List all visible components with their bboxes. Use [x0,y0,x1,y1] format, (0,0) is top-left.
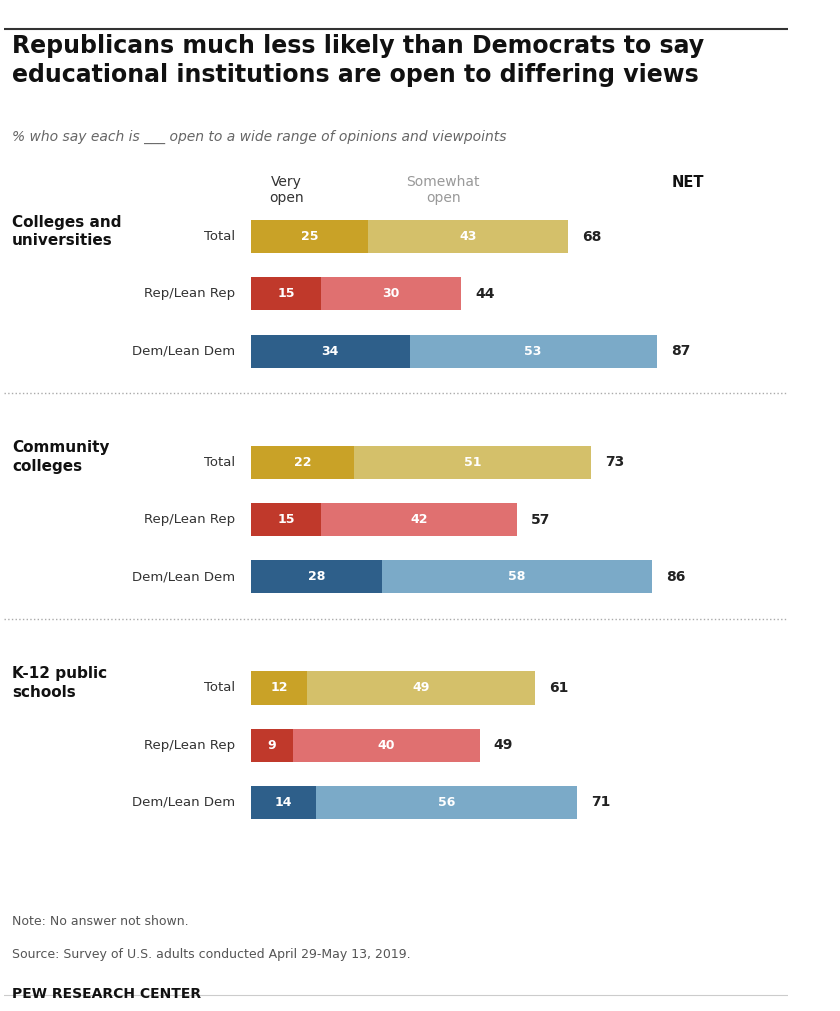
Bar [321,503,517,536]
Text: 15: 15 [277,513,295,526]
Text: Somewhat
open: Somewhat open [407,175,480,205]
Text: 28: 28 [307,570,325,583]
Text: 49: 49 [494,738,513,752]
Bar [317,786,577,819]
Text: 58: 58 [508,570,526,583]
Text: 15: 15 [277,287,295,300]
Bar [381,560,652,593]
Text: 9: 9 [268,739,276,751]
Text: 57: 57 [531,513,550,527]
Bar [321,277,461,310]
Text: 53: 53 [524,345,542,358]
Text: 34: 34 [322,345,339,358]
Text: 25: 25 [301,231,318,244]
Text: Total: Total [204,456,235,469]
Bar [251,786,317,819]
Text: Total: Total [204,681,235,695]
Text: Source: Survey of U.S. adults conducted April 29-May 13, 2019.: Source: Survey of U.S. adults conducted … [12,947,411,960]
Text: K-12 public
schools: K-12 public schools [12,666,108,700]
Bar [251,220,368,254]
Text: Dem/Lean Dem: Dem/Lean Dem [133,796,235,809]
Text: 12: 12 [270,681,288,695]
Text: 44: 44 [475,287,495,301]
Text: 22: 22 [294,456,311,469]
Text: Note: No answer not shown.: Note: No answer not shown. [12,915,189,927]
Bar [307,671,535,705]
Text: 73: 73 [606,455,625,469]
Text: 14: 14 [275,796,292,809]
Bar [251,560,381,593]
Bar [354,446,591,479]
Text: % who say each is ___ open to a wide range of opinions and viewpoints: % who say each is ___ open to a wide ran… [12,129,507,144]
Text: Dem/Lean Dem: Dem/Lean Dem [133,570,235,583]
Text: 51: 51 [464,456,481,469]
Bar [368,220,568,254]
Bar [410,335,657,368]
Text: 68: 68 [582,229,601,244]
Text: NET: NET [672,175,704,190]
Text: 56: 56 [438,796,455,809]
Text: Dem/Lean Dem: Dem/Lean Dem [133,345,235,358]
Text: 42: 42 [410,513,428,526]
Text: Total: Total [204,231,235,244]
Text: Rep/Lean Rep: Rep/Lean Rep [144,287,235,300]
Text: PEW RESEARCH CENTER: PEW RESEARCH CENTER [12,987,201,1001]
Text: 71: 71 [591,796,611,809]
Text: 49: 49 [412,681,430,695]
Text: 40: 40 [377,739,395,751]
Text: 30: 30 [382,287,400,300]
Bar [251,503,321,536]
Text: Colleges and
universities: Colleges and universities [12,214,122,249]
Bar [251,335,410,368]
Text: Republicans much less likely than Democrats to say
educational institutions are : Republicans much less likely than Democr… [12,34,704,87]
Text: Very
open: Very open [269,175,304,205]
Bar [251,671,307,705]
Text: 86: 86 [666,569,685,583]
Bar [251,729,293,761]
Text: 43: 43 [459,231,476,244]
Bar [293,729,480,761]
Text: Rep/Lean Rep: Rep/Lean Rep [144,739,235,751]
Text: 61: 61 [549,681,569,695]
Bar [251,277,321,310]
Text: Community
colleges: Community colleges [12,441,109,474]
Text: 87: 87 [670,344,690,358]
Text: Rep/Lean Rep: Rep/Lean Rep [144,513,235,526]
Bar [251,446,354,479]
